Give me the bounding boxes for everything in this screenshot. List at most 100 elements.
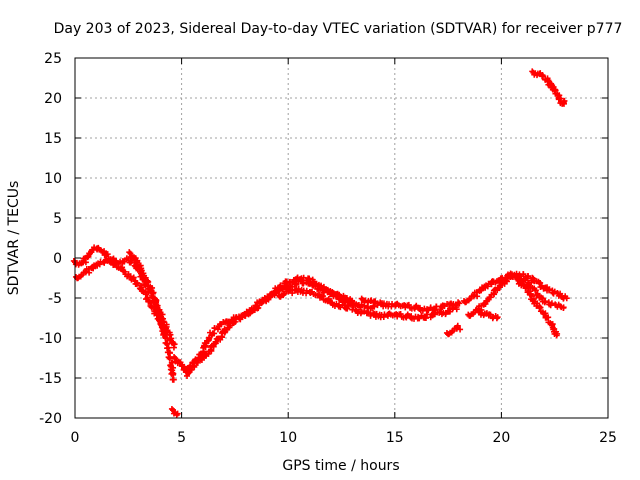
data-point [329, 289, 336, 296]
data-point [345, 302, 352, 309]
data-point [133, 279, 140, 286]
plot-frame [74, 57, 609, 419]
data-point [315, 281, 322, 288]
data-point [260, 296, 267, 303]
y-tick-label: 15 [44, 131, 62, 147]
series-track-b [72, 257, 169, 337]
data-point [209, 330, 216, 337]
data-point [563, 295, 570, 302]
data-point [529, 68, 536, 75]
y-tick-label: -10 [39, 331, 62, 347]
x-axis-label: GPS time / hours [282, 458, 399, 474]
data-point [160, 318, 167, 325]
data-point [532, 287, 539, 294]
data-point [173, 412, 180, 419]
data-point [475, 308, 482, 315]
data-point [170, 341, 177, 348]
data-point [507, 270, 514, 277]
data-point [540, 73, 547, 80]
data-point [247, 307, 254, 314]
data-point [212, 338, 219, 345]
series-track-f [181, 274, 356, 374]
data-point [465, 297, 472, 304]
series-track-o [529, 68, 568, 107]
y-tick-label: -5 [48, 291, 62, 307]
series-track-n [514, 276, 561, 339]
data-point [470, 310, 477, 317]
data-point [303, 287, 310, 294]
data-point [171, 353, 178, 360]
data-point [146, 298, 153, 305]
data-point [82, 259, 89, 266]
data-point [306, 275, 313, 282]
x-tick-label: 10 [279, 430, 297, 446]
y-tick-label: 5 [53, 211, 62, 227]
data-point [168, 370, 175, 377]
series-track-g [275, 285, 357, 313]
data-point [153, 303, 160, 310]
data-point [455, 299, 462, 306]
data-point [421, 314, 428, 321]
series-track-j [443, 322, 464, 338]
x-tick-label: 25 [599, 430, 617, 446]
data-point [77, 273, 84, 280]
data-point [560, 99, 567, 106]
data-point [168, 405, 175, 412]
x-tick-label: 5 [177, 430, 186, 446]
series-track-d [168, 405, 181, 419]
data-point [364, 299, 371, 306]
data-point [560, 304, 567, 311]
data-point [126, 249, 133, 256]
data-point [278, 284, 285, 291]
data-point [537, 284, 544, 291]
data-point [211, 325, 218, 332]
data-point [134, 259, 141, 266]
data-point [166, 354, 173, 361]
data-point [453, 306, 460, 313]
data-point [533, 292, 540, 299]
data-point [357, 310, 364, 317]
y-tick-label: 25 [44, 51, 62, 67]
data-point [352, 306, 359, 313]
data-point [534, 300, 541, 307]
data-point [142, 274, 149, 281]
data-point [547, 302, 554, 309]
data-point [121, 268, 128, 275]
data-point [503, 277, 510, 284]
data-point [442, 311, 449, 318]
data-point [231, 318, 238, 325]
series-track-m [475, 308, 501, 322]
data-point [241, 311, 248, 318]
data-point [397, 310, 404, 317]
data-point [523, 285, 530, 292]
data-point [150, 289, 157, 296]
data-point [358, 295, 365, 302]
data-point [329, 299, 336, 306]
data-point [147, 299, 154, 306]
x-tick-label: 20 [492, 430, 510, 446]
data-point [454, 322, 461, 329]
y-axis-label: SDTVAR / TECUs [6, 181, 22, 296]
data-point [524, 273, 531, 280]
series-track-c [126, 249, 178, 351]
data-point [250, 306, 257, 313]
data-point [186, 364, 193, 371]
data-point [334, 290, 341, 297]
data-point [320, 283, 327, 290]
x-tick-label: 15 [386, 430, 404, 446]
data-layer [70, 68, 570, 419]
data-point [448, 329, 455, 336]
data-point [494, 314, 501, 321]
data-point [170, 376, 177, 383]
y-tick-label: -20 [39, 411, 62, 427]
chart-title: Day 203 of 2023, Sidereal Day-to-day VTE… [54, 21, 623, 37]
y-tick-label: 10 [44, 171, 62, 187]
data-point [70, 257, 77, 264]
y-tick-label: 20 [44, 91, 62, 107]
data-point [457, 326, 464, 333]
data-point [554, 330, 561, 337]
series-track-i [352, 304, 460, 322]
series-track-h [358, 295, 463, 314]
data-point [349, 298, 356, 305]
